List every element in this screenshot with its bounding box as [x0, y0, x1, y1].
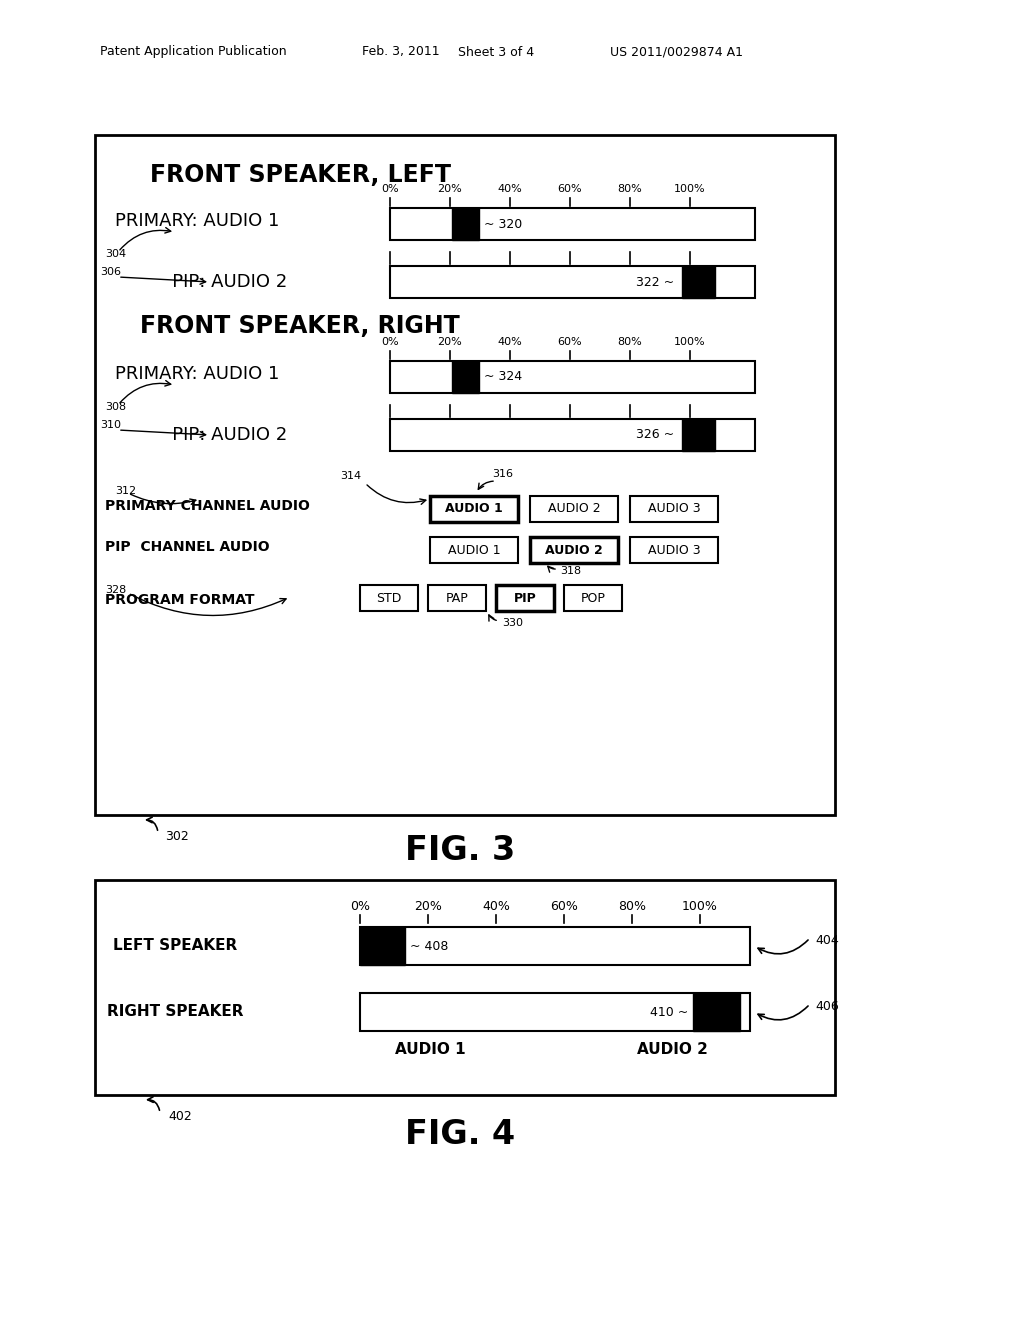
Bar — [682, 418, 715, 451]
Text: 314: 314 — [340, 471, 361, 480]
Bar — [530, 496, 618, 521]
Bar — [630, 537, 718, 564]
Bar — [428, 585, 486, 611]
Bar — [682, 267, 715, 298]
Bar — [360, 927, 750, 965]
Text: Patent Application Publication: Patent Application Publication — [100, 45, 287, 58]
Text: PIP: PIP — [514, 591, 537, 605]
Text: ~ 408: ~ 408 — [410, 940, 449, 953]
Bar — [564, 585, 622, 611]
Bar — [390, 209, 755, 240]
Text: AUDIO 1: AUDIO 1 — [395, 1041, 466, 1056]
Text: AUDIO 2: AUDIO 2 — [548, 503, 600, 516]
Bar — [693, 993, 740, 1031]
Text: AUDIO 3: AUDIO 3 — [648, 503, 700, 516]
Text: FRONT SPEAKER, LEFT: FRONT SPEAKER, LEFT — [150, 162, 451, 187]
Text: 20%: 20% — [414, 899, 442, 912]
Text: 0%: 0% — [381, 183, 398, 194]
Text: AUDIO 1: AUDIO 1 — [445, 503, 503, 516]
Text: 100%: 100% — [682, 899, 718, 912]
Text: 20%: 20% — [437, 183, 463, 194]
Bar — [390, 418, 755, 451]
Text: PRIMARY: AUDIO 1: PRIMARY: AUDIO 1 — [115, 366, 280, 383]
Text: AUDIO 1: AUDIO 1 — [447, 544, 501, 557]
Text: PRIMARY CHANNEL AUDIO: PRIMARY CHANNEL AUDIO — [105, 499, 310, 513]
Text: 0%: 0% — [381, 337, 398, 347]
Text: Feb. 3, 2011: Feb. 3, 2011 — [362, 45, 439, 58]
Bar — [496, 585, 554, 611]
Text: Sheet 3 of 4: Sheet 3 of 4 — [458, 45, 535, 58]
Text: RIGHT SPEAKER: RIGHT SPEAKER — [106, 1005, 244, 1019]
Text: 310: 310 — [100, 420, 121, 430]
Text: 318: 318 — [560, 566, 582, 576]
Text: 304: 304 — [105, 249, 126, 259]
Bar — [390, 360, 755, 393]
Text: 402: 402 — [168, 1110, 191, 1123]
Text: AUDIO 3: AUDIO 3 — [648, 544, 700, 557]
Text: PIP: AUDIO 2: PIP: AUDIO 2 — [155, 273, 288, 290]
Text: POP: POP — [581, 591, 605, 605]
Text: PRIMARY: AUDIO 1: PRIMARY: AUDIO 1 — [115, 213, 280, 230]
Text: ~ 320: ~ 320 — [484, 218, 522, 231]
Text: 100%: 100% — [674, 337, 706, 347]
Text: 60%: 60% — [558, 183, 583, 194]
Bar — [360, 993, 750, 1031]
Text: PIP: AUDIO 2: PIP: AUDIO 2 — [155, 426, 288, 444]
Text: 302: 302 — [165, 830, 188, 843]
Text: STD: STD — [376, 591, 401, 605]
Text: LEFT SPEAKER: LEFT SPEAKER — [113, 939, 238, 953]
Text: 410 ~: 410 ~ — [650, 1006, 688, 1019]
Text: 100%: 100% — [674, 183, 706, 194]
Bar — [430, 496, 518, 521]
Text: 312: 312 — [115, 486, 136, 496]
Bar — [95, 135, 835, 814]
Text: 330: 330 — [502, 618, 523, 628]
Text: 328: 328 — [105, 585, 126, 595]
Text: 308: 308 — [105, 403, 126, 412]
Text: 80%: 80% — [617, 183, 642, 194]
Text: 40%: 40% — [482, 899, 510, 912]
Text: PIP  CHANNEL AUDIO: PIP CHANNEL AUDIO — [105, 540, 269, 554]
Text: ~ 324: ~ 324 — [484, 371, 522, 384]
Bar — [95, 880, 835, 1096]
Bar — [390, 267, 755, 298]
Text: 406: 406 — [815, 1001, 839, 1014]
Text: PROGRAM FORMAT: PROGRAM FORMAT — [105, 593, 255, 607]
Text: 60%: 60% — [550, 899, 578, 912]
Text: AUDIO 2: AUDIO 2 — [637, 1041, 708, 1056]
Text: 404: 404 — [815, 935, 839, 948]
Text: 316: 316 — [492, 469, 513, 479]
Bar — [530, 537, 618, 564]
Text: 20%: 20% — [437, 337, 463, 347]
Text: 80%: 80% — [618, 899, 646, 912]
Text: FIG. 4: FIG. 4 — [404, 1118, 515, 1151]
Bar — [360, 585, 418, 611]
Bar — [430, 537, 518, 564]
Text: FRONT SPEAKER, RIGHT: FRONT SPEAKER, RIGHT — [140, 314, 460, 338]
Text: 40%: 40% — [498, 337, 522, 347]
Text: 326 ~: 326 ~ — [636, 429, 674, 441]
Text: 306: 306 — [100, 267, 121, 277]
Text: 40%: 40% — [498, 183, 522, 194]
Bar — [360, 927, 404, 965]
Bar — [630, 496, 718, 521]
Text: 0%: 0% — [350, 899, 370, 912]
Bar — [452, 209, 479, 240]
Text: 80%: 80% — [617, 337, 642, 347]
Text: 322 ~: 322 ~ — [636, 276, 674, 289]
Text: US 2011/0029874 A1: US 2011/0029874 A1 — [610, 45, 743, 58]
Text: 60%: 60% — [558, 337, 583, 347]
Text: FIG. 3: FIG. 3 — [404, 833, 515, 866]
Text: PAP: PAP — [445, 591, 468, 605]
Bar — [452, 360, 479, 393]
Text: AUDIO 2: AUDIO 2 — [545, 544, 603, 557]
